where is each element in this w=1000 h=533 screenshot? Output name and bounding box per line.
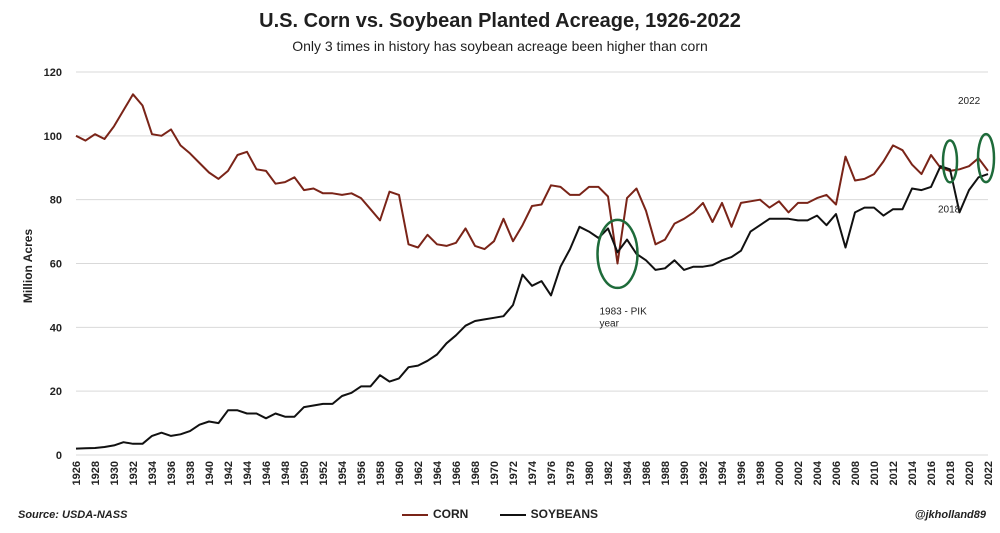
x-tick-label: 1928 — [90, 461, 102, 485]
x-tick-label: 1932 — [128, 461, 140, 485]
x-tick-label: 1930 — [109, 461, 121, 485]
series-line-corn — [75, 93, 989, 265]
x-tick-label: 1936 — [166, 461, 178, 485]
legend-swatch-soybeans — [499, 513, 526, 516]
x-tick-label: 1990 — [679, 461, 691, 485]
x-tick-label: 1996 — [736, 461, 748, 485]
x-tick-label: 1976 — [546, 461, 558, 485]
legend-label-corn: CORN — [432, 507, 469, 521]
annotation-2018: 2018 — [938, 204, 961, 215]
x-tick-label: 1960 — [394, 461, 406, 485]
x-tick-label: 1940 — [204, 461, 216, 485]
y-tick-label: 100 — [44, 131, 62, 143]
x-tick-label: 1962 — [413, 461, 425, 485]
x-tick-label: 1982 — [603, 461, 615, 485]
annotation-2022: 2022 — [958, 96, 981, 107]
y-tick-label: 120 — [44, 67, 62, 79]
x-tick-label: 1946 — [261, 461, 273, 485]
x-tick-label: 1980 — [584, 461, 596, 485]
legend-item-soybeans: SOYBEANS — [499, 507, 599, 521]
annotation-1983-pik: 1983 - PIK year — [600, 307, 648, 330]
highlight-ellipse-2018 — [941, 139, 959, 184]
chart-title: U.S. Corn vs. Soybean Planted Acreage, 1… — [259, 10, 741, 32]
x-tick-label: 1948 — [280, 461, 292, 485]
x-tick-label: 2010 — [869, 461, 881, 485]
x-tick-label: 1926 — [71, 461, 83, 485]
x-tick-label: 2016 — [926, 461, 938, 485]
x-tick-label: 2002 — [793, 461, 805, 485]
chart-subtitle: Only 3 times in history has soybean acre… — [292, 38, 708, 54]
x-tick-label: 1952 — [318, 461, 330, 485]
x-tick-label: 1986 — [641, 461, 653, 485]
y-tick-label: 0 — [56, 450, 62, 462]
x-tick-label: 1972 — [508, 461, 520, 485]
x-tick-label: 1950 — [299, 461, 311, 485]
x-tick-label: 1984 — [622, 460, 634, 485]
x-tick-label: 1974 — [527, 460, 539, 485]
x-tick-label: 1944 — [242, 460, 254, 485]
highlight-ellipse-2022 — [976, 132, 996, 184]
author-credit: @jkholland89 — [914, 509, 986, 521]
x-tick-label: 1964 — [432, 460, 444, 485]
legend-swatch-corn — [401, 513, 428, 516]
legend: CORN SOYBEANS — [0, 507, 1000, 521]
x-tick-label: 1998 — [755, 461, 767, 485]
y-tick-label: 80 — [50, 195, 62, 207]
x-tick-label: 1956 — [356, 461, 368, 485]
y-tick-label: 20 — [50, 386, 62, 398]
series-line-soybeans — [75, 165, 989, 450]
x-tick-label: 2020 — [964, 461, 976, 485]
x-tick-label: 1942 — [223, 461, 235, 485]
x-tick-label: 2004 — [812, 460, 824, 485]
source-note: Source: USDA-NASS — [18, 509, 128, 521]
x-tick-label: 1938 — [185, 461, 197, 485]
x-tick-label: 2014 — [907, 460, 919, 485]
x-tick-label: 2018 — [945, 461, 957, 485]
x-tick-label: 1988 — [660, 461, 672, 485]
x-tick-label: 2000 — [774, 461, 786, 485]
legend-item-corn: CORN — [401, 507, 469, 521]
x-tick-label: 1958 — [375, 461, 387, 485]
x-tick-label: 1978 — [565, 461, 577, 485]
x-tick-label: 2006 — [831, 461, 843, 485]
x-tick-label: 2008 — [850, 461, 862, 485]
x-tick-label: 1968 — [470, 461, 482, 485]
x-tick-label: 1992 — [698, 461, 710, 485]
x-tick-label: 1934 — [147, 460, 159, 485]
highlight-ellipse-1983 — [596, 218, 639, 290]
x-tick-label: 1994 — [717, 460, 729, 485]
y-tick-label: 60 — [50, 259, 62, 271]
legend-label-soybeans: SOYBEANS — [530, 507, 599, 521]
x-tick-label: 2012 — [888, 461, 900, 485]
x-tick-label: 2022 — [983, 461, 995, 485]
x-tick-label: 1970 — [489, 461, 501, 485]
y-tick-label: 40 — [50, 322, 62, 334]
x-tick-label: 1954 — [337, 460, 349, 485]
x-tick-label: 1966 — [451, 461, 463, 485]
